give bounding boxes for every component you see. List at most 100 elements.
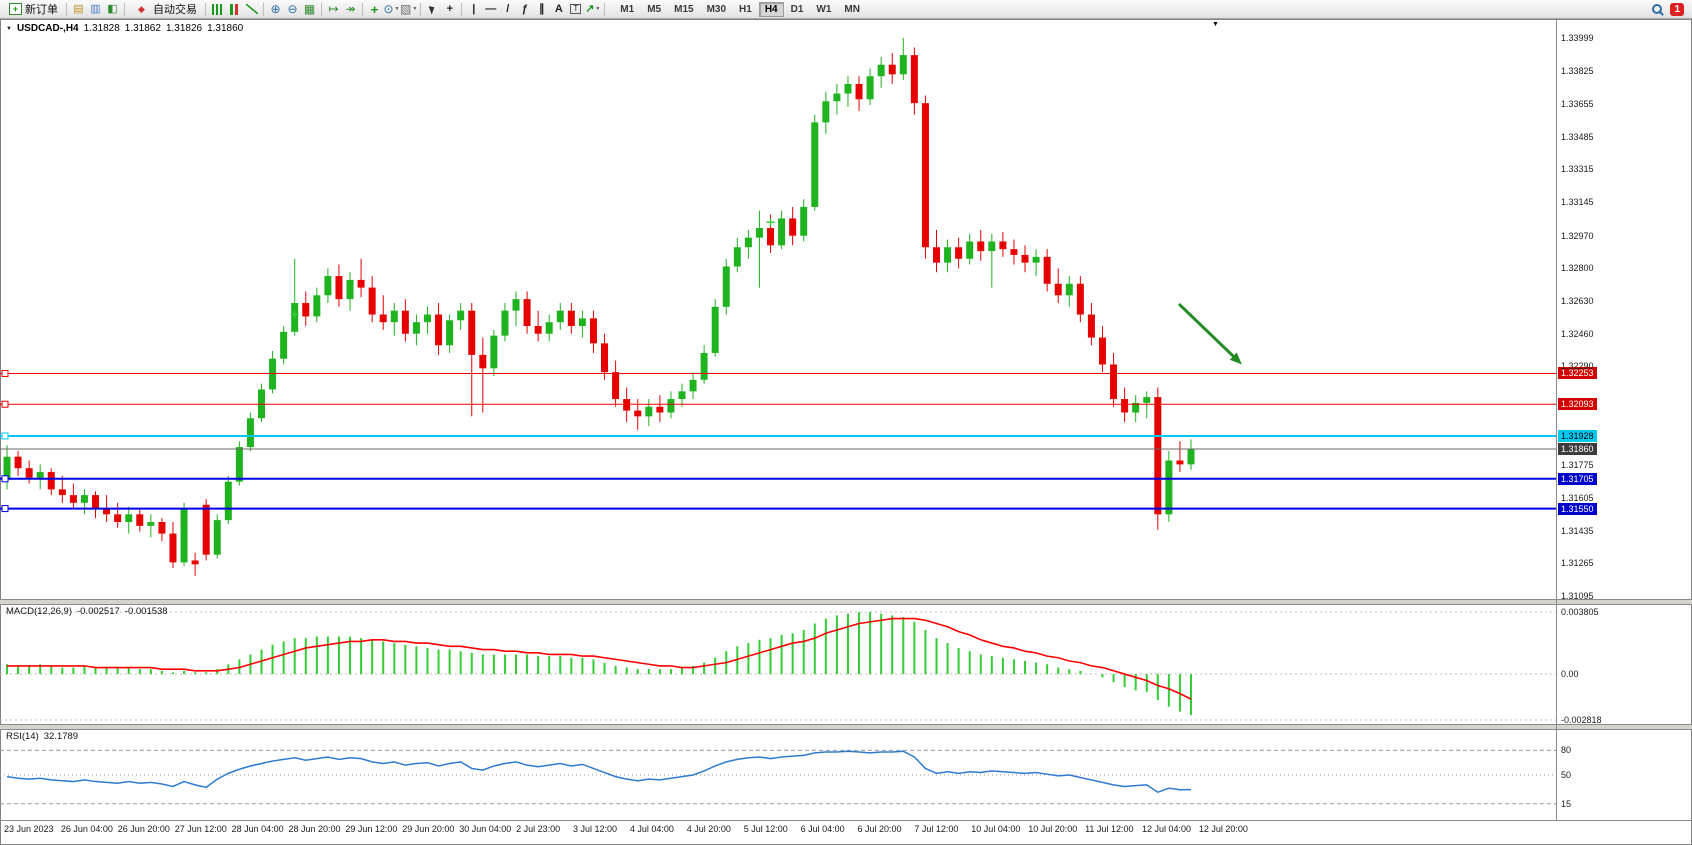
tf-h1[interactable]: H1 xyxy=(739,3,752,15)
toolbar-separator xyxy=(420,2,422,16)
candle-body xyxy=(280,331,288,359)
fibonacci-icon[interactable]: ƒ xyxy=(521,2,528,15)
indicators-icon[interactable]: + xyxy=(370,1,379,17)
trendline-icon[interactable]: / xyxy=(506,2,510,15)
chart-menu-icon[interactable]: ▼ xyxy=(6,25,12,32)
candle-body xyxy=(3,456,11,480)
chart-shift-icon[interactable]: ↠ xyxy=(345,2,356,16)
trend-arrow[interactable] xyxy=(1178,303,1238,361)
macd-histogram xyxy=(6,612,1192,716)
channel-icon[interactable]: ∥ xyxy=(539,2,545,15)
candle-body xyxy=(833,93,841,102)
candle-body xyxy=(180,508,188,563)
candle-body xyxy=(888,64,896,75)
bar-chart-icon[interactable] xyxy=(209,1,226,17)
text-icon[interactable]: A xyxy=(554,2,563,15)
macd-indicator-label: MACD(12,26,9) -0.002517 -0.001538 xyxy=(6,606,168,617)
hline-handle[interactable] xyxy=(1,432,9,440)
candle-body xyxy=(346,279,354,300)
candle-body xyxy=(457,310,465,321)
templates-dropdown[interactable]: ▧ ▼ xyxy=(400,1,417,17)
line-chart-icon[interactable] xyxy=(243,1,260,17)
candle-body xyxy=(368,287,376,315)
panel-separator[interactable] xyxy=(0,724,1692,730)
arrow-icon: ↗ xyxy=(585,2,595,15)
autotrading-button[interactable]: ◆ 自动交易 xyxy=(128,1,202,18)
candle-body xyxy=(656,406,664,413)
tf-m30[interactable]: M30 xyxy=(706,3,727,15)
tf-h4[interactable]: H4 xyxy=(758,1,784,17)
candle-body xyxy=(755,228,763,238)
tf-mn[interactable]: MN xyxy=(844,3,860,15)
candle-body xyxy=(1076,283,1084,315)
hline-handle[interactable] xyxy=(1,475,9,483)
toolbar-separator xyxy=(321,2,322,16)
hline-handle[interactable] xyxy=(1,505,9,513)
hline-handle[interactable] xyxy=(1,400,9,408)
candle-body xyxy=(800,206,808,236)
line-glyph xyxy=(245,4,258,14)
candle-body xyxy=(988,241,996,252)
candle-body xyxy=(224,481,232,521)
search-icon[interactable] xyxy=(1652,4,1663,14)
candle-body xyxy=(335,276,343,300)
candle-body xyxy=(1054,283,1062,296)
chart-window-background xyxy=(0,19,1692,845)
candle-body xyxy=(844,83,852,94)
zoom-out-icon[interactable]: ⊖ xyxy=(287,2,298,16)
cursor-icon[interactable] xyxy=(424,1,441,17)
candle-body xyxy=(246,418,254,448)
candle-body xyxy=(999,241,1007,250)
candle-body xyxy=(103,508,111,515)
zoom-in-icon[interactable]: ⊕ xyxy=(270,2,281,16)
toolbar-separator xyxy=(263,2,264,16)
chart-open: 1.31828 xyxy=(83,23,120,34)
candle-body xyxy=(92,495,100,509)
panel-separator[interactable] xyxy=(0,599,1692,605)
chevron-down-icon: ▼ xyxy=(595,5,601,12)
auto-scroll-icon[interactable]: ↦ xyxy=(328,2,339,16)
candle-body xyxy=(423,314,431,323)
tf-w1[interactable]: W1 xyxy=(816,3,832,15)
tile-windows-icon[interactable]: ▦ xyxy=(303,2,316,16)
candle-body xyxy=(390,310,398,323)
macd-signal-line xyxy=(7,617,1192,700)
notification-badge[interactable]: 1 xyxy=(1670,2,1684,16)
new-order-button[interactable]: + 新订单 xyxy=(4,1,63,18)
candle-body xyxy=(14,456,22,469)
candle-body xyxy=(58,489,66,496)
candle-body xyxy=(534,326,542,334)
candle-body xyxy=(1154,397,1162,515)
chart-shift-marker[interactable]: ▼ xyxy=(1212,21,1219,28)
candle-body xyxy=(501,310,509,336)
toolbar-separator xyxy=(66,2,67,16)
clock-icon: ⊙ xyxy=(383,2,394,16)
macd-value-2: -0.001538 xyxy=(124,606,168,617)
tf-m15[interactable]: M15 xyxy=(674,3,694,15)
crosshair-icon[interactable]: + xyxy=(446,2,454,15)
macd-name: MACD(12,26,9) xyxy=(6,606,72,617)
arrows-dropdown[interactable]: ↗ ▼ xyxy=(584,1,601,17)
candle-body xyxy=(136,514,144,526)
horizontal-lines xyxy=(0,369,1556,513)
vertical-line-icon[interactable]: | xyxy=(472,2,476,15)
chart-low: 1.31826 xyxy=(165,23,203,34)
chart-symbol: USDCAD-,H4 xyxy=(16,23,79,34)
trend-arrow-head[interactable] xyxy=(1229,352,1242,365)
label-icon[interactable]: T xyxy=(567,1,584,17)
periods-dropdown[interactable]: ⊙ ▼ xyxy=(383,1,400,17)
new-order-label: 新订单 xyxy=(25,4,58,16)
tf-m1[interactable]: M1 xyxy=(620,3,635,15)
tf-d1[interactable]: D1 xyxy=(790,3,804,15)
hline-handle[interactable] xyxy=(1,369,9,377)
horizontal-line-icon[interactable]: — xyxy=(485,2,497,15)
candle-body xyxy=(767,228,775,246)
candlestick-chart-icon[interactable] xyxy=(226,1,243,17)
navigator-icon[interactable]: ◧ xyxy=(107,2,118,15)
candle-body xyxy=(1098,337,1106,365)
candle-body xyxy=(1143,397,1151,403)
data-window-icon[interactable]: ▥ xyxy=(90,2,101,15)
tf-m5[interactable]: M5 xyxy=(647,3,662,15)
market-watch-icon[interactable]: ▤ xyxy=(73,2,84,15)
candle-body xyxy=(523,299,531,327)
